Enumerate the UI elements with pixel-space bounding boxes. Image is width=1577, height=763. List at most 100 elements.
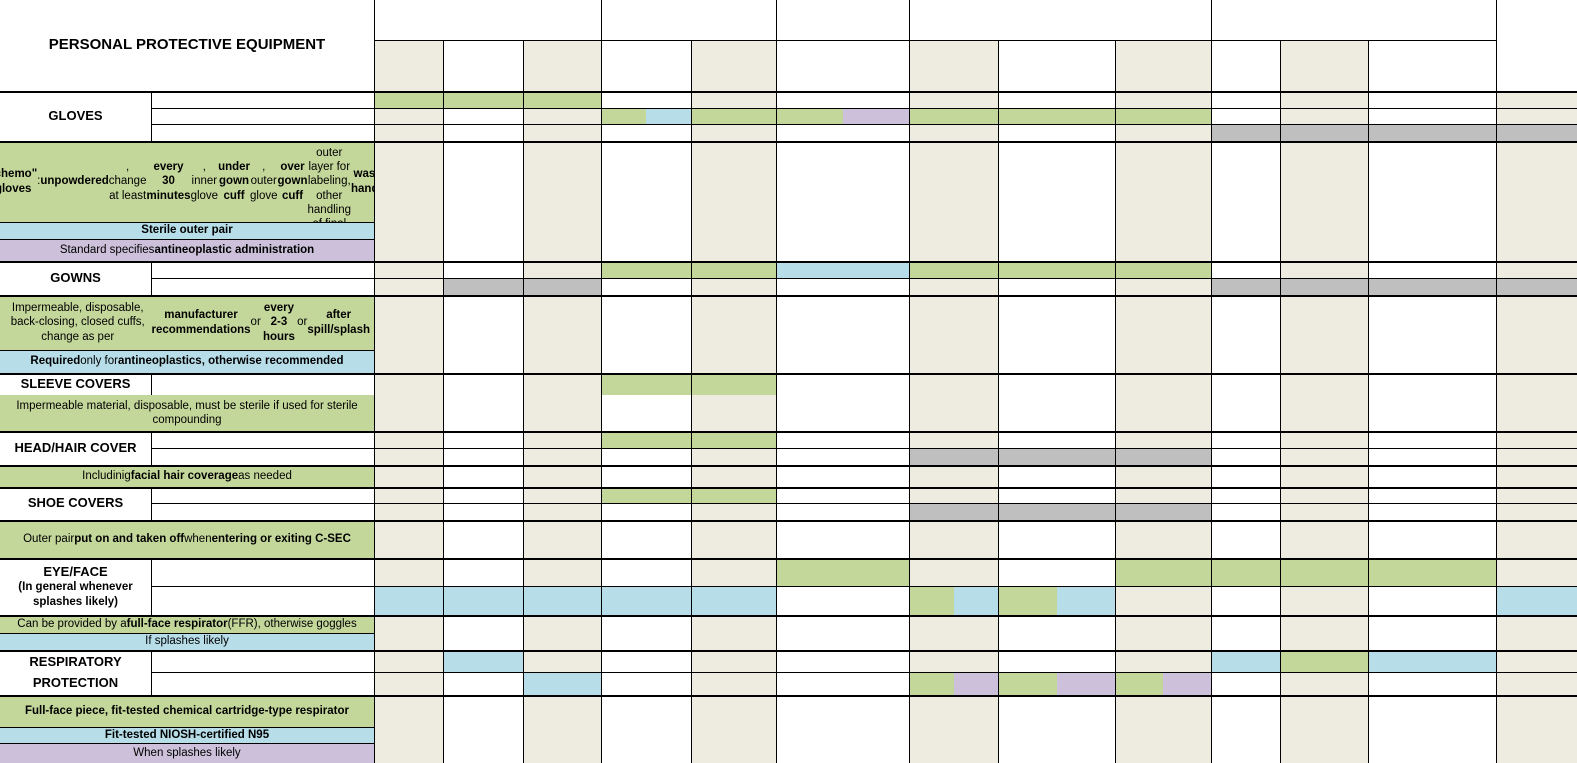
- status-cell: [691, 465, 776, 487]
- status-cell: [1368, 672, 1496, 695]
- status-cell: [909, 91, 998, 108]
- status-cell: [691, 633, 776, 650]
- status-cell: [1115, 373, 1211, 395]
- status-cell: [1368, 239, 1496, 261]
- status-cell: [374, 520, 443, 558]
- grid-hline: [151, 448, 1577, 449]
- status-cell: [1496, 448, 1577, 465]
- grid-vline: [151, 91, 152, 141]
- grid-vline: [998, 91, 999, 763]
- category-name: HEAD/HAIR COVER: [14, 439, 137, 455]
- status-cell: [1115, 295, 1211, 350]
- column-group-header: [374, 0, 601, 40]
- status-cell: [1496, 278, 1577, 295]
- grid-vline: [691, 40, 692, 91]
- status-cell: [909, 558, 998, 586]
- grid-vline: [776, 0, 777, 91]
- status-cell: [998, 239, 1115, 261]
- grid-vline: [1496, 0, 1497, 91]
- status-cell: [909, 350, 998, 373]
- status-cell: [443, 727, 523, 743]
- column-header: [1370, 40, 1494, 91]
- status-cell: [691, 650, 776, 672]
- status-cell: [1496, 108, 1577, 124]
- status-cell: [1368, 91, 1496, 108]
- grid-vline: [909, 0, 910, 91]
- status-cell: [523, 431, 601, 448]
- status-cell: [998, 141, 1115, 222]
- grid-vline: [1211, 0, 1212, 91]
- status-cell: [601, 520, 691, 558]
- status-cell: [601, 615, 691, 633]
- status-cell: [1280, 520, 1368, 558]
- status-cell: [1368, 465, 1496, 487]
- status-cell: [601, 295, 691, 350]
- status-cell: [443, 465, 523, 487]
- status-cell: [1496, 558, 1577, 586]
- category-label: RESPIRATORY PROTECTION: [0, 650, 151, 695]
- grid-vline: [601, 91, 602, 763]
- status-cell: [601, 695, 691, 727]
- status-cell: [374, 431, 443, 448]
- status-cell: [998, 503, 1115, 520]
- status-cell: [374, 124, 443, 141]
- status-cell: [1368, 431, 1496, 448]
- grid-vline: [523, 40, 524, 91]
- status-cell: [1211, 448, 1280, 465]
- column-header: [1000, 40, 1113, 91]
- status-cell: [1496, 262, 1577, 278]
- status-cell: [374, 503, 443, 520]
- column-header: [525, 40, 599, 91]
- grid-vline: [151, 558, 152, 615]
- status-cell: [523, 395, 601, 431]
- grid-hline: [0, 239, 374, 240]
- status-cell: [909, 141, 998, 222]
- status-cell: [909, 124, 998, 141]
- status-cell: [776, 615, 909, 633]
- status-cell: [1280, 695, 1368, 727]
- status-cell: [1115, 448, 1211, 465]
- status-cell: [1211, 124, 1280, 141]
- status-cell: [523, 650, 601, 672]
- status-cell: [1368, 395, 1496, 431]
- status-cell: [523, 295, 601, 350]
- grid-vline: [998, 40, 999, 91]
- status-cell: [998, 520, 1115, 558]
- status-cell: [1280, 350, 1368, 373]
- status-cell: [1280, 487, 1368, 503]
- status-cell: [691, 503, 776, 520]
- status-cell: [1496, 350, 1577, 373]
- status-cell: [374, 586, 443, 615]
- status-cell-split: [1057, 586, 1115, 615]
- column-header: [693, 40, 774, 91]
- status-cell: [1115, 278, 1211, 295]
- grid-vline: [1280, 40, 1281, 91]
- column-header: [376, 40, 441, 91]
- status-cell: [443, 91, 523, 108]
- status-cell: [909, 373, 998, 395]
- status-cell: [374, 222, 443, 239]
- status-cell: [1368, 487, 1496, 503]
- column-header: [911, 40, 996, 91]
- status-cell: [1496, 633, 1577, 650]
- status-cell: [1115, 239, 1211, 261]
- status-cell: [443, 278, 523, 295]
- status-cell: [1115, 262, 1211, 278]
- status-cell: [691, 239, 776, 261]
- category-name: RESPIRATORY PROTECTION: [29, 653, 122, 690]
- status-cell: [1280, 431, 1368, 448]
- status-cell: [1211, 672, 1280, 695]
- status-cell: [1115, 615, 1211, 633]
- status-cell: [1280, 558, 1368, 586]
- status-cell: [909, 262, 998, 278]
- status-cell: [523, 222, 601, 239]
- status-cell: [1211, 239, 1280, 261]
- status-cell: [998, 395, 1115, 431]
- status-cell: [909, 520, 998, 558]
- status-cell: [374, 633, 443, 650]
- status-cell: [1115, 222, 1211, 239]
- status-cell: [1115, 633, 1211, 650]
- status-cell: [601, 743, 691, 763]
- status-cell: [1280, 278, 1368, 295]
- status-cell: [1115, 431, 1211, 448]
